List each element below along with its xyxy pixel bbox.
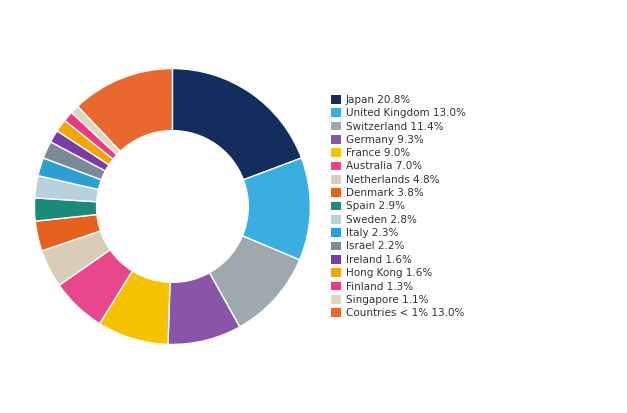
Wedge shape [35, 214, 100, 251]
Wedge shape [168, 273, 240, 344]
Wedge shape [57, 121, 113, 165]
Wedge shape [34, 198, 97, 221]
Wedge shape [51, 131, 109, 171]
Wedge shape [65, 112, 117, 159]
Wedge shape [209, 236, 300, 327]
Wedge shape [38, 158, 102, 190]
Wedge shape [78, 69, 172, 151]
Wedge shape [34, 176, 98, 202]
Wedge shape [71, 106, 120, 155]
Legend: Japan 20.8%, United Kingdom 13.0%, Switzerland 11.4%, Germany 9.3%, France 9.0%,: Japan 20.8%, United Kingdom 13.0%, Switz… [331, 95, 466, 318]
Wedge shape [42, 231, 110, 285]
Wedge shape [172, 69, 302, 180]
Wedge shape [59, 250, 132, 324]
Wedge shape [43, 142, 105, 180]
Wedge shape [100, 271, 170, 344]
Wedge shape [243, 158, 310, 260]
